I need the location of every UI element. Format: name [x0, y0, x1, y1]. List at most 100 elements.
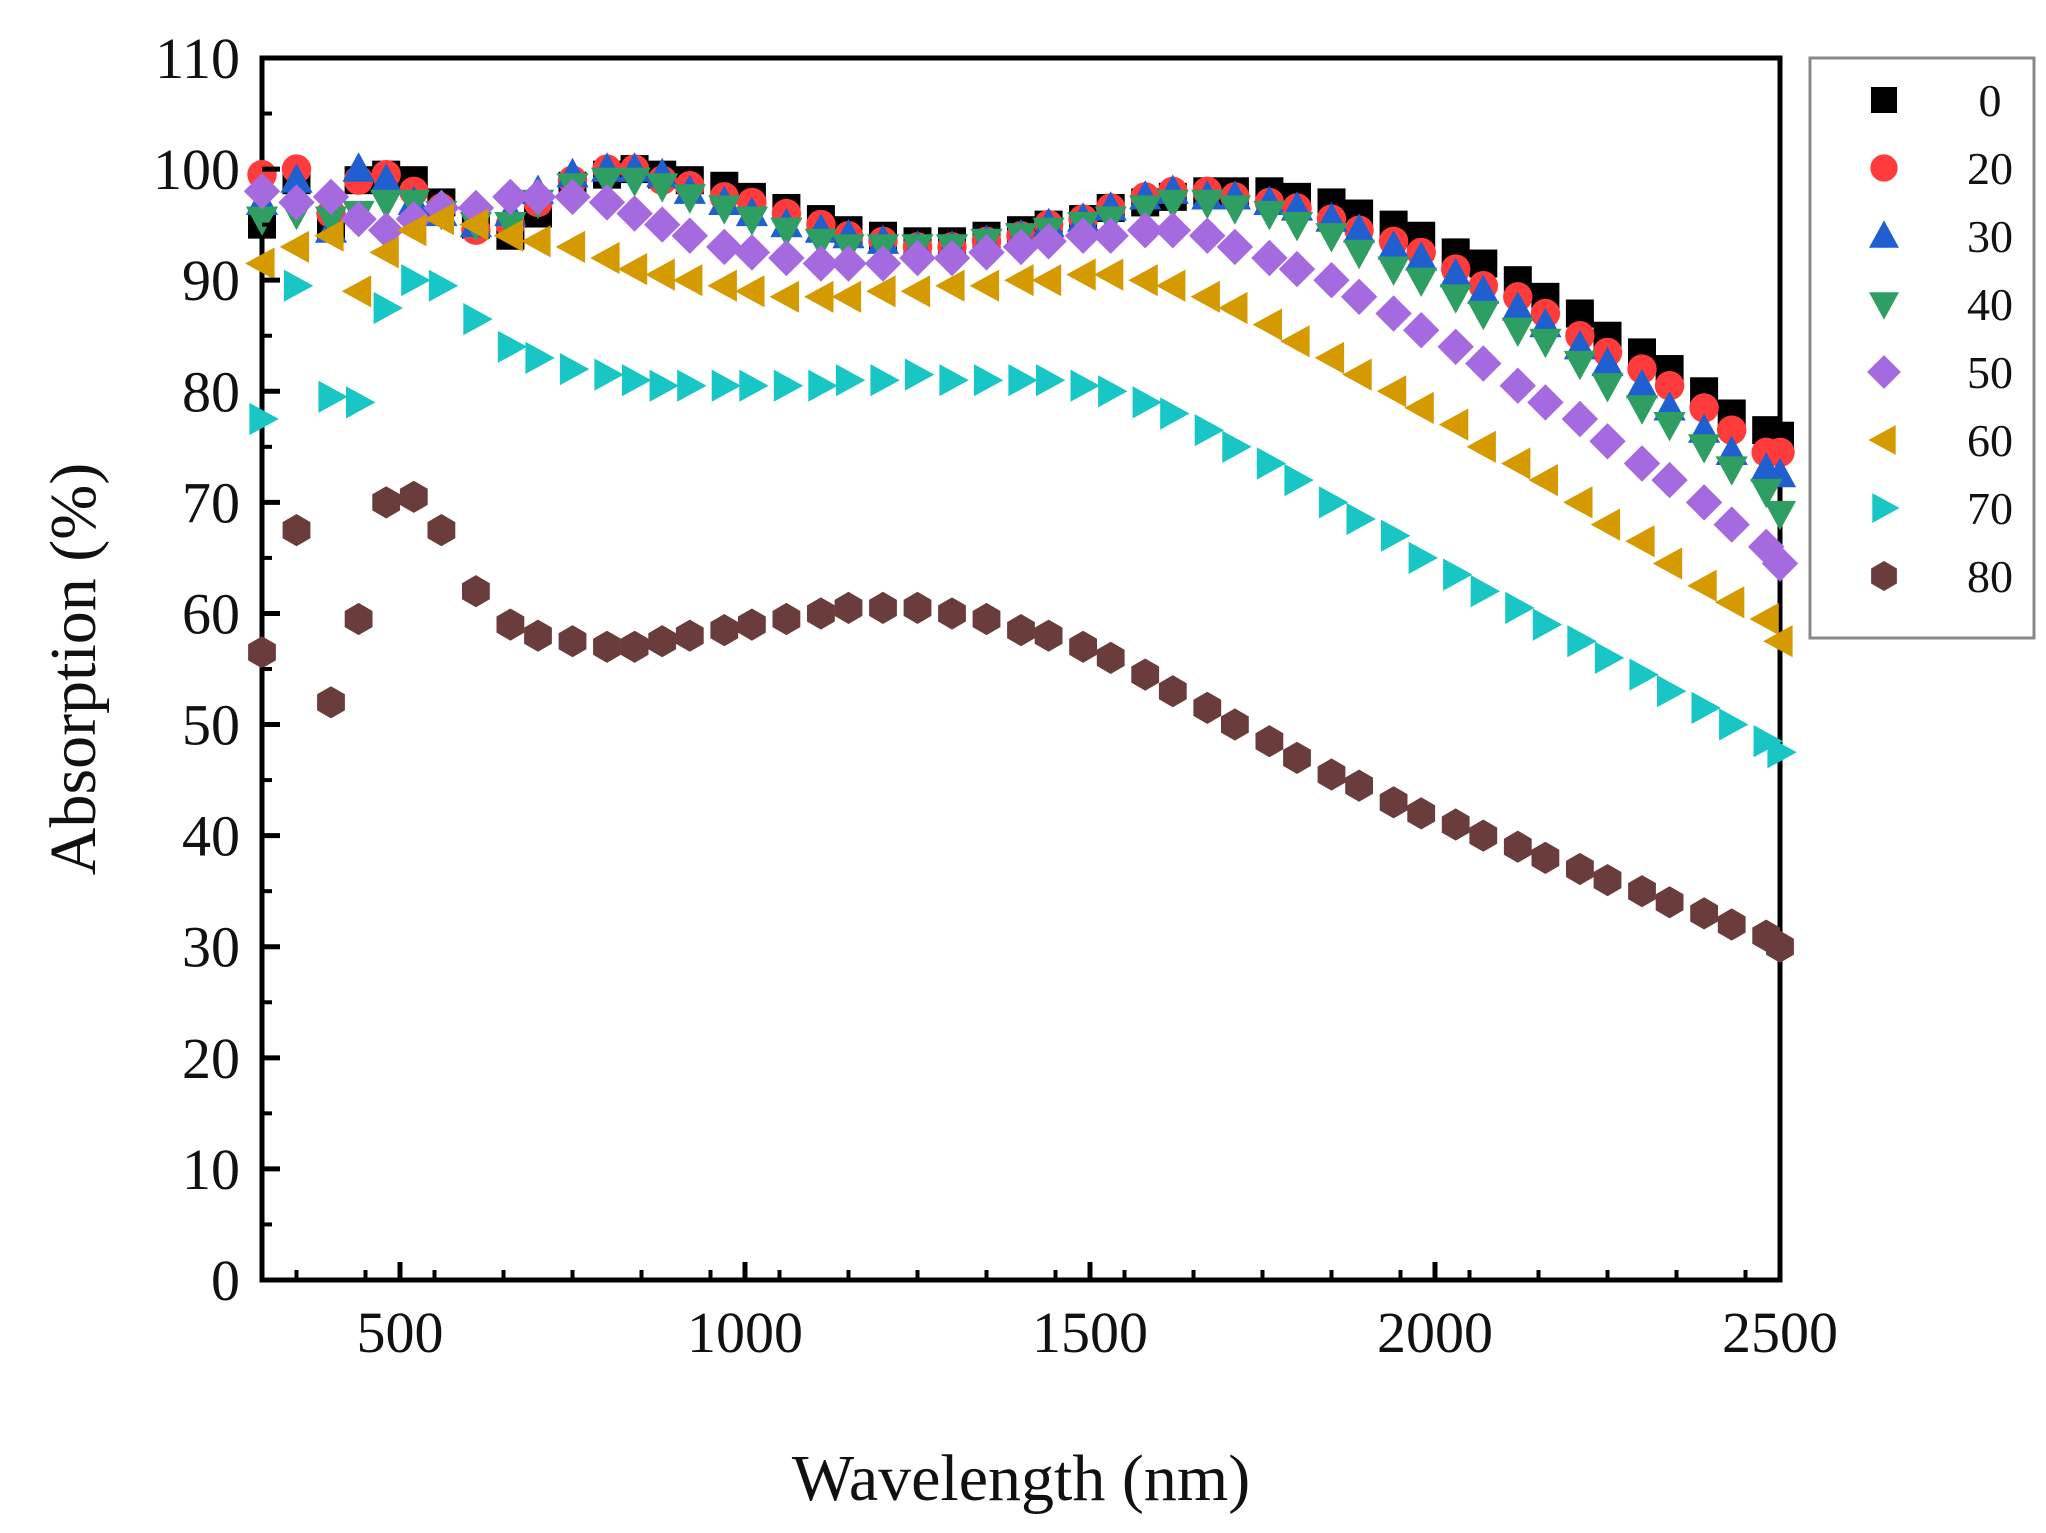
- data-point: [463, 303, 493, 336]
- data-point: [1625, 368, 1659, 399]
- data-point: [870, 364, 900, 397]
- series-70: [249, 264, 1797, 769]
- data-point: [772, 602, 801, 636]
- data-point: [673, 184, 706, 214]
- data-point: [1691, 691, 1721, 724]
- series-60: [245, 203, 1793, 658]
- data-point: [245, 247, 275, 280]
- data-point: [1717, 908, 1746, 941]
- data-point: [1280, 325, 1310, 358]
- data-point: [1096, 641, 1125, 674]
- data-point: [1377, 256, 1410, 286]
- data-point: [1314, 341, 1345, 374]
- data-point: [1499, 367, 1536, 404]
- data-point: [935, 269, 965, 302]
- data-point: [1004, 264, 1034, 297]
- data-point: [1655, 886, 1684, 919]
- data-point: [769, 280, 799, 313]
- data-point: [804, 280, 834, 313]
- data-point: [739, 369, 769, 402]
- data-point: [1128, 264, 1158, 297]
- data-point: [318, 380, 348, 413]
- data-point: [1748, 528, 1785, 565]
- data-point: [1629, 658, 1659, 691]
- data-point: [1466, 430, 1496, 463]
- data-point: [1470, 575, 1501, 608]
- data-point: [342, 152, 375, 182]
- data-point: [1280, 212, 1314, 242]
- data-point: [1379, 786, 1408, 819]
- data-point: [1256, 447, 1287, 480]
- data-point: [1527, 384, 1564, 421]
- data-point: [735, 275, 765, 308]
- data-point: [1623, 445, 1661, 482]
- data-point: [738, 608, 766, 641]
- data-point: [616, 195, 653, 232]
- data-point: [1761, 545, 1799, 582]
- data-point: [555, 230, 586, 263]
- data-point: [1713, 506, 1750, 543]
- data-point: [646, 173, 679, 203]
- data-point: [372, 486, 401, 519]
- data-point: [554, 178, 591, 216]
- data-point: [1591, 373, 1624, 403]
- data-point: [1408, 541, 1438, 574]
- data-point: [673, 264, 703, 297]
- data-point: [1031, 264, 1062, 297]
- data-point: [1719, 708, 1749, 741]
- data-point: [618, 167, 651, 197]
- data-point: [1193, 691, 1222, 724]
- data-point: [1252, 308, 1282, 341]
- data-point: [622, 364, 652, 397]
- data-point: [1594, 641, 1625, 674]
- data-point: [1343, 213, 1376, 243]
- data-point: [1346, 502, 1376, 536]
- data-point: [243, 173, 281, 210]
- data-point: [1376, 375, 1407, 408]
- data-point: [493, 219, 523, 252]
- data-point: [588, 184, 626, 221]
- data-point: [283, 269, 314, 302]
- data-point: [1092, 217, 1129, 254]
- data-point: [1443, 558, 1473, 591]
- data-point: [1625, 525, 1655, 558]
- data-point: [675, 619, 704, 652]
- data-point: [1467, 300, 1500, 331]
- data-point: [1750, 478, 1783, 509]
- data-point: [1657, 675, 1687, 708]
- data-point: [1403, 312, 1440, 349]
- data-point: [397, 214, 427, 247]
- data-point: [282, 514, 311, 547]
- data-point: [369, 236, 399, 269]
- data-point: [1407, 797, 1436, 830]
- data-point: [1689, 393, 1719, 423]
- y-tick-label: 60: [182, 581, 240, 646]
- data-point: [399, 480, 428, 513]
- data-point: [768, 239, 805, 277]
- data-point: [462, 575, 490, 608]
- y-tick-label: 30: [182, 915, 240, 980]
- data-point: [1589, 423, 1626, 460]
- data-point: [866, 275, 896, 308]
- data-point: [1131, 658, 1160, 691]
- data-point: [1687, 569, 1717, 602]
- data-point: [1628, 875, 1656, 908]
- legend-marker-30: [1869, 220, 1899, 248]
- data-point: [1528, 464, 1558, 497]
- data-point: [1066, 258, 1096, 291]
- data-point: [344, 602, 373, 636]
- data-point: [1218, 291, 1248, 325]
- y-tick-label: 50: [182, 693, 240, 758]
- data-point: [1593, 864, 1622, 897]
- data-point: [1098, 375, 1128, 408]
- data-point: [1154, 212, 1191, 249]
- data-point: [1194, 414, 1225, 447]
- data-point: [519, 178, 557, 216]
- data-point: [708, 195, 741, 225]
- data-point: [1441, 808, 1470, 841]
- data-point: [524, 619, 552, 652]
- data-point: [459, 208, 489, 241]
- data-point: [1405, 241, 1438, 271]
- y-axis-title: Absorption (%): [37, 463, 110, 875]
- legend-marker-50: [1867, 355, 1901, 389]
